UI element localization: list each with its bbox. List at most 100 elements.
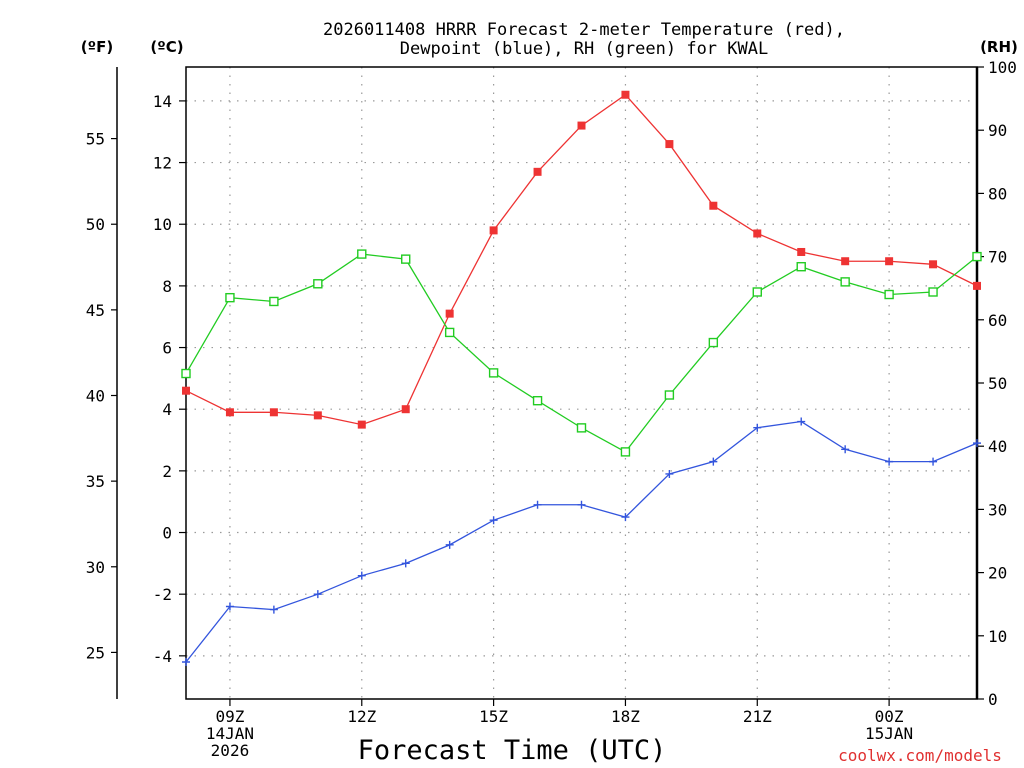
dewpoint-point [621,513,630,522]
rh-point [401,254,411,264]
temperature-line [185,93,978,426]
rh-point [576,423,587,433]
rh-point [884,289,894,300]
dewpoint-point [929,457,938,466]
rh-point [313,279,323,289]
dewpoint-line [185,420,978,663]
fahrenheit-tick-label: 45 [86,301,105,320]
fahrenheit-tick-label: 30 [86,558,105,577]
rh-tick-label: 90 [988,121,1007,140]
dewpoint-point [577,500,586,509]
fahrenheit-axis: 25 30 35 40 45 50 55 [86,130,117,662]
rh-point [928,287,938,297]
time-tick-label: 15JAN [865,724,913,743]
dewpoint-point [182,658,190,667]
celsius-tick-label: -4 [153,647,172,666]
fahrenheit-tick-label: 55 [86,130,105,149]
temperature-point [621,90,630,99]
rh-unit-label: (RH) [980,38,1018,56]
time-tick-label: 14JAN [206,724,254,743]
data-series [181,90,982,667]
time-tick-label: 12Z [347,707,376,726]
rh-tick-label: 10 [988,627,1007,646]
fahrenheit-tick-label: 25 [86,643,105,662]
rh-point [708,337,719,348]
temperature-point [665,140,674,149]
rh-point [796,262,806,272]
celsius-tick-label: 2 [162,462,172,481]
fahrenheit-unit-label: (ºF) [81,38,113,56]
rh-axis: 0 10 20 30 40 50 60 70 80 90 100 [977,58,1017,709]
temperature-point [182,386,190,395]
time-tick-label: 21Z [743,707,772,726]
rh-point [664,390,675,400]
rh-tick-label: 60 [988,311,1007,330]
rh-tick-label: 80 [988,184,1007,203]
rh-tick-label: 70 [988,248,1007,267]
celsius-axis: -4 -2 0 2 4 6 8 10 12 14 [153,92,186,666]
plot-frame [185,66,978,700]
time-tick-label: 09Z [215,707,244,726]
rh-tick-label: 50 [988,374,1007,393]
rh-point [225,292,235,303]
rh-tick-label: 0 [988,690,998,709]
fahrenheit-tick-label: 35 [86,472,105,491]
dewpoint-point [973,439,981,448]
celsius-tick-label: -2 [153,585,172,604]
celsius-tick-label: 8 [162,277,172,296]
dewpoint-point [489,516,498,525]
dewpoint-point [885,457,894,466]
temperature-point [313,411,322,420]
chart-title-line1: 2026011408 HRRR Forecast 2-meter Tempera… [323,20,845,40]
temperature-point [841,257,850,266]
rh-point [532,395,543,406]
temperature-point [577,121,586,130]
grid-lines [186,67,977,699]
temperature-point [269,408,278,417]
temperature-point [357,420,366,429]
celsius-tick-label: 6 [162,339,172,358]
dewpoint-point [445,540,454,549]
rh-point [269,296,279,307]
temperature-point [533,167,542,176]
temperature-point [709,201,718,210]
celsius-tick-label: 10 [153,215,172,234]
dewpoint-point [665,469,674,478]
temperature-point [225,408,234,417]
temperature-point [929,260,938,269]
time-tick-label: 00Z [875,707,904,726]
dewpoint-point [797,417,806,426]
temperature-point [885,257,894,266]
fahrenheit-tick-label: 50 [86,215,105,234]
temperature-point [753,229,762,238]
rh-point [972,251,982,262]
dewpoint-point [357,571,366,580]
rh-point [444,327,455,338]
dewpoint-point [225,602,234,611]
fahrenheit-tick-label: 40 [86,387,105,406]
temperature-point [973,281,981,290]
dewpoint-point [709,457,718,466]
rh-point [840,277,850,287]
dewpoint-point [401,559,410,568]
rh-point [181,368,191,379]
temperature-point [489,226,498,235]
dewpoint-point [269,605,278,614]
rh-line [185,253,978,453]
credit-text: coolwx.com/models [838,746,1002,765]
dewpoint-point [533,500,542,509]
chart-title-line2: Dewpoint (blue), RH (green) for KWAL [400,39,768,59]
temperature-point [797,247,806,256]
dewpoint-point [313,590,322,599]
rh-point [620,447,631,457]
time-tick-label: 2026 [211,741,250,760]
rh-tick-label: 40 [988,437,1007,456]
celsius-tick-label: 14 [153,92,172,111]
celsius-tick-label: 12 [153,154,172,173]
celsius-unit-label: (ºC) [150,38,183,56]
celsius-tick-label: 0 [162,524,172,543]
x-axis-title: Forecast Time (UTC) [358,735,667,766]
rh-point [357,249,367,259]
